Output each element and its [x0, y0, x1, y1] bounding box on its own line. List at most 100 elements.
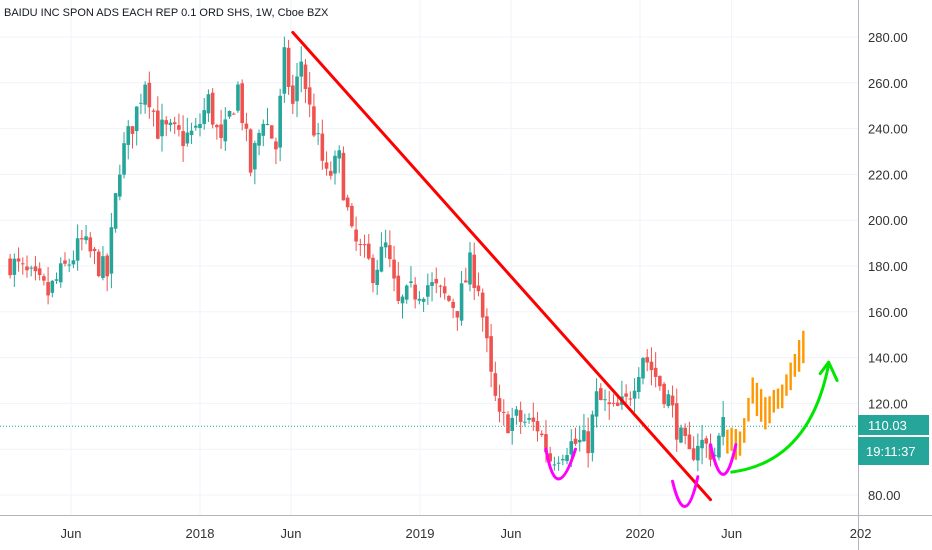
candle-body	[421, 298, 426, 302]
arc-right	[709, 443, 738, 476]
candle-body	[489, 336, 493, 372]
candle-body	[670, 395, 675, 406]
candle-body	[198, 123, 202, 129]
candle-body	[333, 155, 337, 174]
projection-bar	[743, 418, 746, 443]
candle-body	[653, 367, 658, 377]
price-tick-label: 140.00	[868, 351, 908, 366]
time-tick-label: 2018	[186, 526, 215, 541]
candle-body	[561, 459, 565, 461]
candle-body	[417, 298, 422, 301]
candle-body	[147, 82, 152, 108]
candle-body	[696, 445, 700, 461]
time-tick-label: Jun	[501, 526, 522, 541]
candles	[8, 36, 725, 472]
candle-body	[316, 133, 320, 135]
candle-body	[307, 87, 312, 105]
candle-body	[552, 464, 557, 466]
gridlines	[0, 0, 862, 515]
candle-body	[603, 399, 607, 401]
candle-body	[476, 285, 481, 292]
candle-body	[46, 282, 50, 296]
candle-body	[531, 417, 536, 422]
projection-bar	[759, 389, 763, 422]
projection-bar	[793, 353, 797, 377]
candle-body	[649, 361, 654, 371]
candle-body	[523, 421, 527, 423]
time-axis[interactable]: Jun 2018 Jun 2019 Jun 2020 Jun 202	[61, 526, 872, 541]
candle-body	[328, 170, 333, 176]
candle-body	[518, 410, 523, 422]
price-tick-label: 220.00	[868, 167, 908, 182]
candle-body	[426, 285, 430, 297]
candle-body	[143, 84, 147, 105]
candle-body	[341, 152, 346, 201]
time-tick-label: Jun	[721, 526, 742, 541]
candle-body	[409, 281, 413, 284]
candle-body	[358, 244, 363, 246]
price-tick-label: 240.00	[868, 122, 908, 137]
candle-body	[164, 120, 169, 125]
candle-body	[312, 106, 316, 136]
candle-body	[84, 236, 88, 241]
candle-body	[223, 119, 228, 142]
candle-body	[257, 132, 261, 146]
candle-body	[708, 444, 713, 460]
candle-body	[278, 95, 282, 148]
candle-body	[139, 102, 143, 104]
projection-bar	[781, 384, 784, 409]
candle-body	[295, 76, 299, 102]
candle-body	[58, 263, 63, 283]
projection-bar	[789, 362, 792, 391]
candle-body	[105, 255, 109, 277]
projection-bar	[747, 397, 750, 422]
candle-body	[181, 131, 185, 147]
candle-body	[210, 92, 215, 125]
candle-body	[134, 106, 139, 132]
candle-body	[704, 438, 709, 444]
projection-bar	[738, 431, 742, 456]
candle-body	[569, 441, 574, 455]
candle-body	[371, 257, 375, 284]
candle-body	[25, 266, 29, 271]
candle-body	[88, 237, 93, 252]
candle-body	[248, 129, 253, 173]
trendline	[291, 30, 713, 502]
candle-body	[472, 254, 477, 288]
candle-body	[8, 258, 12, 276]
candle-body	[92, 248, 97, 252]
candle-body	[375, 269, 379, 285]
candle-body	[645, 357, 650, 363]
candle-body	[396, 275, 401, 301]
candle-body	[535, 421, 540, 432]
candle-body	[189, 130, 194, 136]
candle-body	[493, 373, 498, 396]
candle-body	[548, 453, 552, 462]
candle-body	[303, 64, 308, 89]
candle-body	[177, 125, 181, 130]
candle-body	[299, 61, 304, 77]
candle-body	[168, 122, 173, 126]
projection-bar	[764, 397, 767, 430]
candle-body	[231, 113, 236, 115]
candle-body	[691, 448, 696, 460]
price-tick-label: 200.00	[868, 213, 908, 228]
arc-middle	[671, 475, 700, 508]
candle-body	[75, 238, 80, 261]
candle-body	[721, 417, 725, 437]
candle-body	[354, 229, 358, 242]
candle-body	[274, 141, 278, 150]
time-tick-label: Jun	[61, 526, 82, 541]
candle-body	[641, 358, 645, 379]
price-tags: 110.03 19:11:37	[858, 415, 929, 465]
candle-body	[118, 174, 122, 197]
candle-body	[582, 429, 586, 442]
candle-body	[430, 282, 434, 286]
candle-body	[155, 110, 160, 139]
candle-body	[459, 283, 464, 321]
price-tick-label: 80.00	[868, 488, 901, 503]
candle-body	[122, 143, 126, 175]
candle-body	[594, 391, 599, 417]
